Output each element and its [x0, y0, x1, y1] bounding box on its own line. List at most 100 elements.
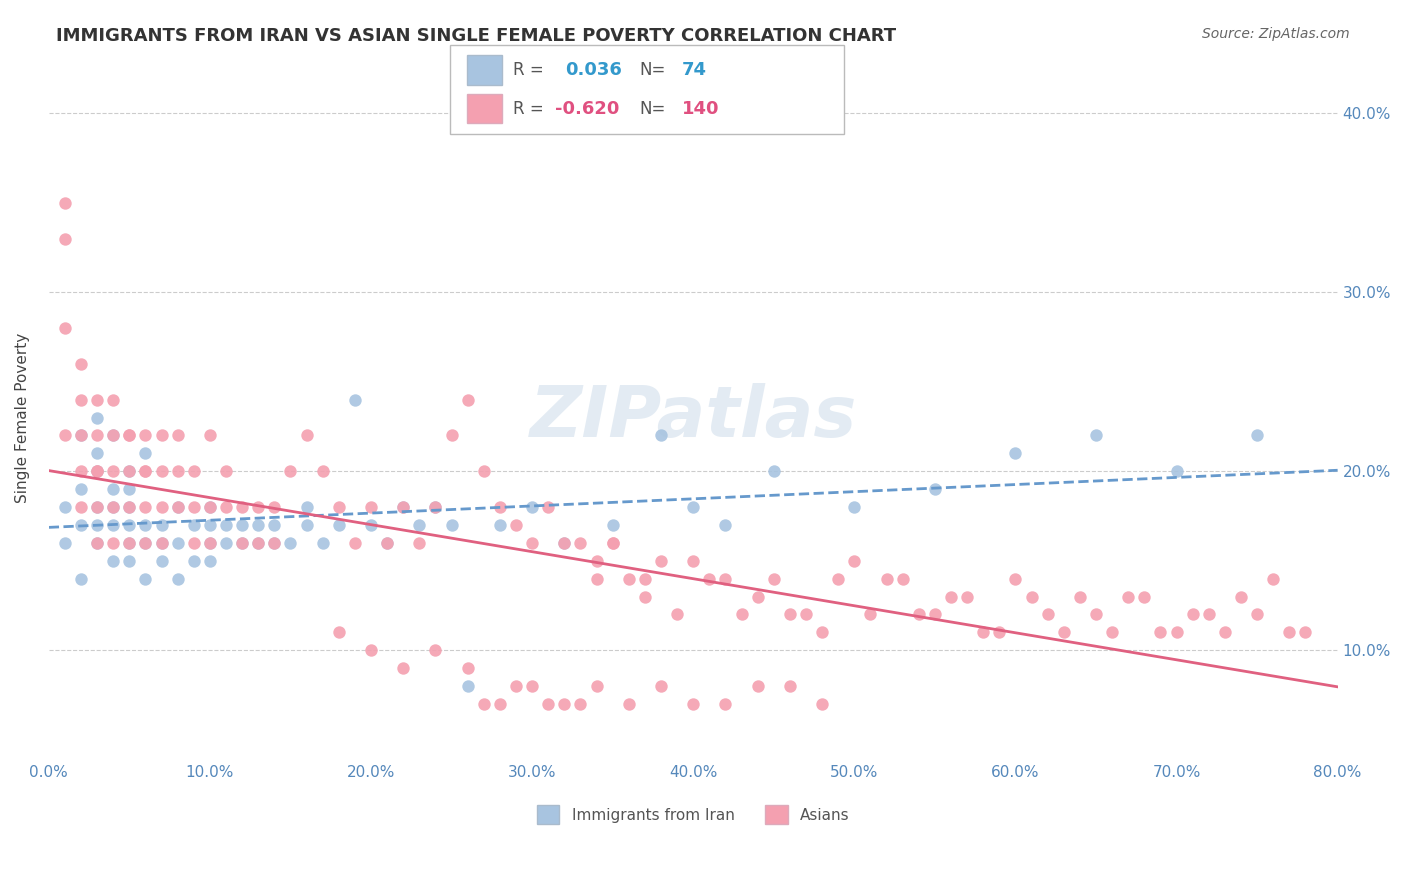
Point [198, 536, 221, 550]
Point [634, 590, 657, 604]
Point [70, 500, 93, 514]
Point [118, 464, 141, 478]
Point [103, 428, 125, 442]
Point [183, 554, 205, 568]
Point [53, 536, 76, 550]
Point [86, 464, 108, 478]
Point [553, 536, 575, 550]
Point [988, 625, 1011, 640]
Point [1294, 625, 1316, 640]
Point [183, 464, 205, 478]
Point [198, 500, 221, 514]
Text: 0.036: 0.036 [565, 61, 621, 78]
Point [103, 554, 125, 568]
Point [392, 500, 415, 514]
Point [714, 697, 737, 711]
Point [537, 500, 560, 514]
Point [360, 643, 382, 657]
Point [118, 428, 141, 442]
Point [520, 500, 543, 514]
Point [150, 464, 173, 478]
Point [747, 590, 769, 604]
Point [328, 625, 350, 640]
Point [1053, 625, 1076, 640]
Point [247, 536, 270, 550]
Point [972, 625, 994, 640]
Point [876, 572, 898, 586]
Point [392, 661, 415, 675]
Point [1246, 607, 1268, 622]
Point [924, 482, 946, 496]
Point [247, 517, 270, 532]
Point [150, 554, 173, 568]
Point [118, 517, 141, 532]
Point [585, 572, 607, 586]
Point [103, 500, 125, 514]
Point [263, 536, 285, 550]
Point [53, 500, 76, 514]
Point [392, 500, 415, 514]
Point [489, 500, 512, 514]
Point [295, 428, 318, 442]
Point [280, 464, 302, 478]
Point [602, 517, 624, 532]
Point [263, 517, 285, 532]
Point [86, 500, 108, 514]
Point [118, 554, 141, 568]
Point [779, 607, 801, 622]
Point [70, 464, 93, 478]
Point [1149, 625, 1171, 640]
Point [198, 536, 221, 550]
Point [343, 536, 366, 550]
Point [215, 500, 238, 514]
Text: Source: ZipAtlas.com: Source: ZipAtlas.com [1202, 27, 1350, 41]
Point [183, 500, 205, 514]
Point [134, 536, 156, 550]
Point [1198, 607, 1220, 622]
Text: 140: 140 [682, 100, 720, 118]
Point [150, 500, 173, 514]
Point [53, 428, 76, 442]
Point [650, 428, 672, 442]
Point [697, 572, 720, 586]
Point [231, 536, 253, 550]
Point [1084, 607, 1107, 622]
Point [714, 517, 737, 532]
Point [779, 679, 801, 693]
Point [70, 428, 93, 442]
Point [247, 500, 270, 514]
Point [682, 554, 704, 568]
Point [585, 554, 607, 568]
Point [53, 321, 76, 335]
Point [1278, 625, 1301, 640]
Point [103, 536, 125, 550]
Point [134, 464, 156, 478]
Point [198, 554, 221, 568]
Point [682, 697, 704, 711]
Point [505, 679, 527, 693]
Point [150, 536, 173, 550]
Point [1213, 625, 1236, 640]
Point [70, 392, 93, 407]
Point [86, 536, 108, 550]
Point [408, 536, 430, 550]
Point [118, 500, 141, 514]
Point [1036, 607, 1059, 622]
Point [86, 392, 108, 407]
Y-axis label: Single Female Poverty: Single Female Poverty [15, 333, 30, 503]
Text: R =: R = [513, 100, 544, 118]
Point [520, 679, 543, 693]
Point [118, 536, 141, 550]
Point [150, 428, 173, 442]
Point [1166, 625, 1188, 640]
Point [617, 697, 640, 711]
Point [537, 697, 560, 711]
Point [408, 517, 430, 532]
Point [1230, 590, 1253, 604]
Point [134, 428, 156, 442]
Point [457, 661, 479, 675]
Point [440, 517, 463, 532]
Point [134, 446, 156, 460]
Text: -0.620: -0.620 [555, 100, 620, 118]
Point [844, 500, 866, 514]
